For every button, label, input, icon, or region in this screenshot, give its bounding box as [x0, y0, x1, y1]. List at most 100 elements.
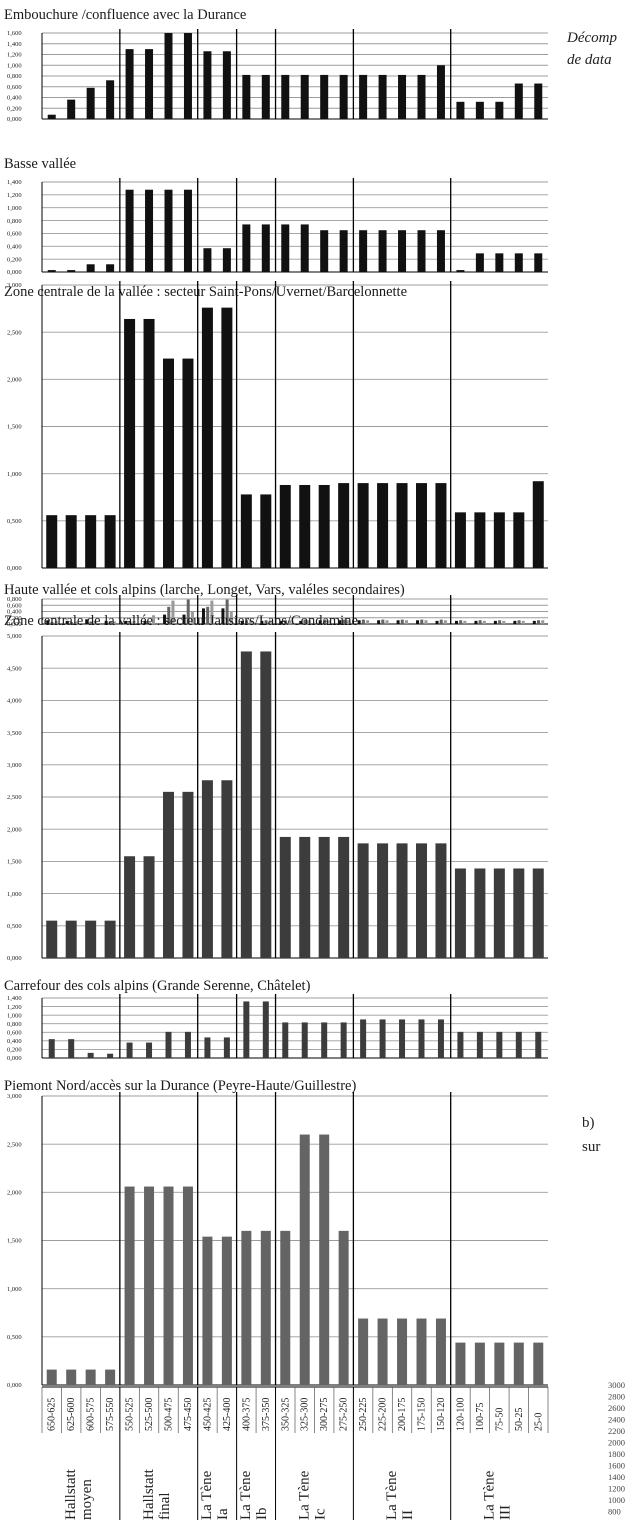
bar [124, 856, 136, 958]
bar [240, 494, 252, 568]
bar [206, 606, 210, 624]
bar [397, 1318, 408, 1385]
y-tick-label: 1,500 [7, 424, 22, 431]
bar [165, 1031, 172, 1058]
y-tick-label: 0,000 [7, 1382, 22, 1389]
bar [262, 1001, 269, 1058]
period-label: La Tène [238, 1470, 254, 1520]
bar [240, 651, 252, 958]
bar [535, 1031, 542, 1058]
bar [357, 843, 369, 958]
bar [106, 264, 115, 272]
y-tick-label: 0,000 [7, 955, 22, 962]
bar [240, 620, 244, 624]
y-tick-label: 0,000 [7, 116, 22, 123]
bar [378, 74, 387, 119]
x-tick-label: 150-120 [436, 1398, 447, 1431]
y-tick-label: 1,000 [7, 1012, 22, 1019]
right-axis-tick: 3000 [608, 1380, 625, 1390]
period-label: Ic [312, 1508, 328, 1520]
bar [202, 1236, 213, 1385]
bar [541, 620, 545, 624]
chart-title: Zone centrale de la vallée : secteur Jau… [4, 613, 358, 629]
chart-panel-1: Embouchure /confluence avec la Durance 0,… [4, 7, 548, 123]
x-tick-label: 425-400 [222, 1398, 233, 1431]
side-caption-line1: Décomp [566, 30, 617, 46]
y-tick-label: 0,500 [7, 518, 22, 525]
bar [502, 620, 506, 624]
bar [404, 620, 408, 624]
bar [260, 651, 272, 958]
bar [398, 74, 407, 119]
bar [342, 619, 346, 624]
x-tick-label: 225-200 [378, 1398, 389, 1431]
y-tick-label: 3,000 [7, 762, 22, 769]
chart-panel-4: Haute vallée et cols alpins (larche, Lon… [4, 582, 548, 628]
bar [416, 483, 427, 568]
y-tick-label: 0,500 [7, 923, 22, 930]
right-axis-tick: 2600 [608, 1403, 625, 1413]
bar [474, 868, 486, 958]
bar [182, 791, 194, 958]
bar [221, 307, 233, 568]
x-tick-label: 275-250 [339, 1398, 350, 1431]
bar [457, 1031, 464, 1058]
bar [474, 1342, 485, 1385]
side-text: Décomp de data b) sur [566, 30, 617, 1155]
y-tick-label: 0,400 [7, 609, 22, 616]
bar [204, 1037, 211, 1058]
y-tick-label: 0,600 [7, 231, 22, 238]
bar [201, 307, 213, 568]
y-tick-label: 0,400 [7, 95, 22, 102]
bar [357, 620, 361, 624]
bar [46, 515, 58, 568]
bar [513, 512, 525, 568]
bar [416, 620, 420, 624]
bar [338, 1230, 349, 1385]
bar [534, 253, 543, 272]
bar [399, 1019, 406, 1058]
bar [396, 843, 408, 958]
bar [377, 483, 389, 568]
y-tick-label: 3,000 [7, 1093, 22, 1100]
side-label-b: b) [582, 1115, 595, 1131]
y-tick-label: 0,600 [7, 1029, 22, 1036]
bar [517, 620, 521, 624]
bar [264, 620, 268, 624]
bar [65, 620, 69, 624]
y-tick-label: 1,000 [7, 62, 22, 69]
period-label: La Tène [296, 1470, 312, 1520]
x-tick-label: 400-375 [241, 1398, 252, 1431]
chart-title: Zone centrale de la vallée : secteur Sai… [4, 284, 407, 300]
x-tick-label: 100-75 [475, 1403, 486, 1431]
period-label: La Tène [384, 1470, 400, 1520]
bar [359, 74, 368, 119]
bar [281, 74, 290, 119]
chart-title: Embouchure /confluence avec la Durance [4, 7, 246, 23]
y-tick-label: 4,000 [7, 698, 22, 705]
bar [86, 87, 95, 119]
y-tick-label: 0,000 [7, 565, 22, 572]
bar [104, 620, 108, 624]
bar [89, 621, 93, 624]
bar [299, 1134, 310, 1385]
bar [143, 620, 147, 624]
bar [47, 270, 56, 272]
bar [282, 1022, 289, 1058]
bar [163, 358, 174, 568]
bar [381, 619, 385, 624]
x-tick-label: 550-525 [125, 1398, 136, 1431]
y-tick-label: 1,400 [7, 179, 22, 186]
period-label: La Tène [481, 1470, 497, 1520]
y-tick-label: 0,500 [7, 1334, 22, 1341]
y-tick-label: 2,500 [7, 1141, 22, 1148]
period-label: Ib [254, 1508, 270, 1521]
bar [439, 619, 443, 624]
right-axis-tick: 1200 [608, 1484, 625, 1494]
bar [418, 1019, 425, 1058]
bar [164, 189, 173, 272]
bar [443, 620, 447, 624]
x-tick-label: 625-600 [66, 1398, 77, 1431]
y-tick-label: 3,500 [7, 730, 22, 737]
